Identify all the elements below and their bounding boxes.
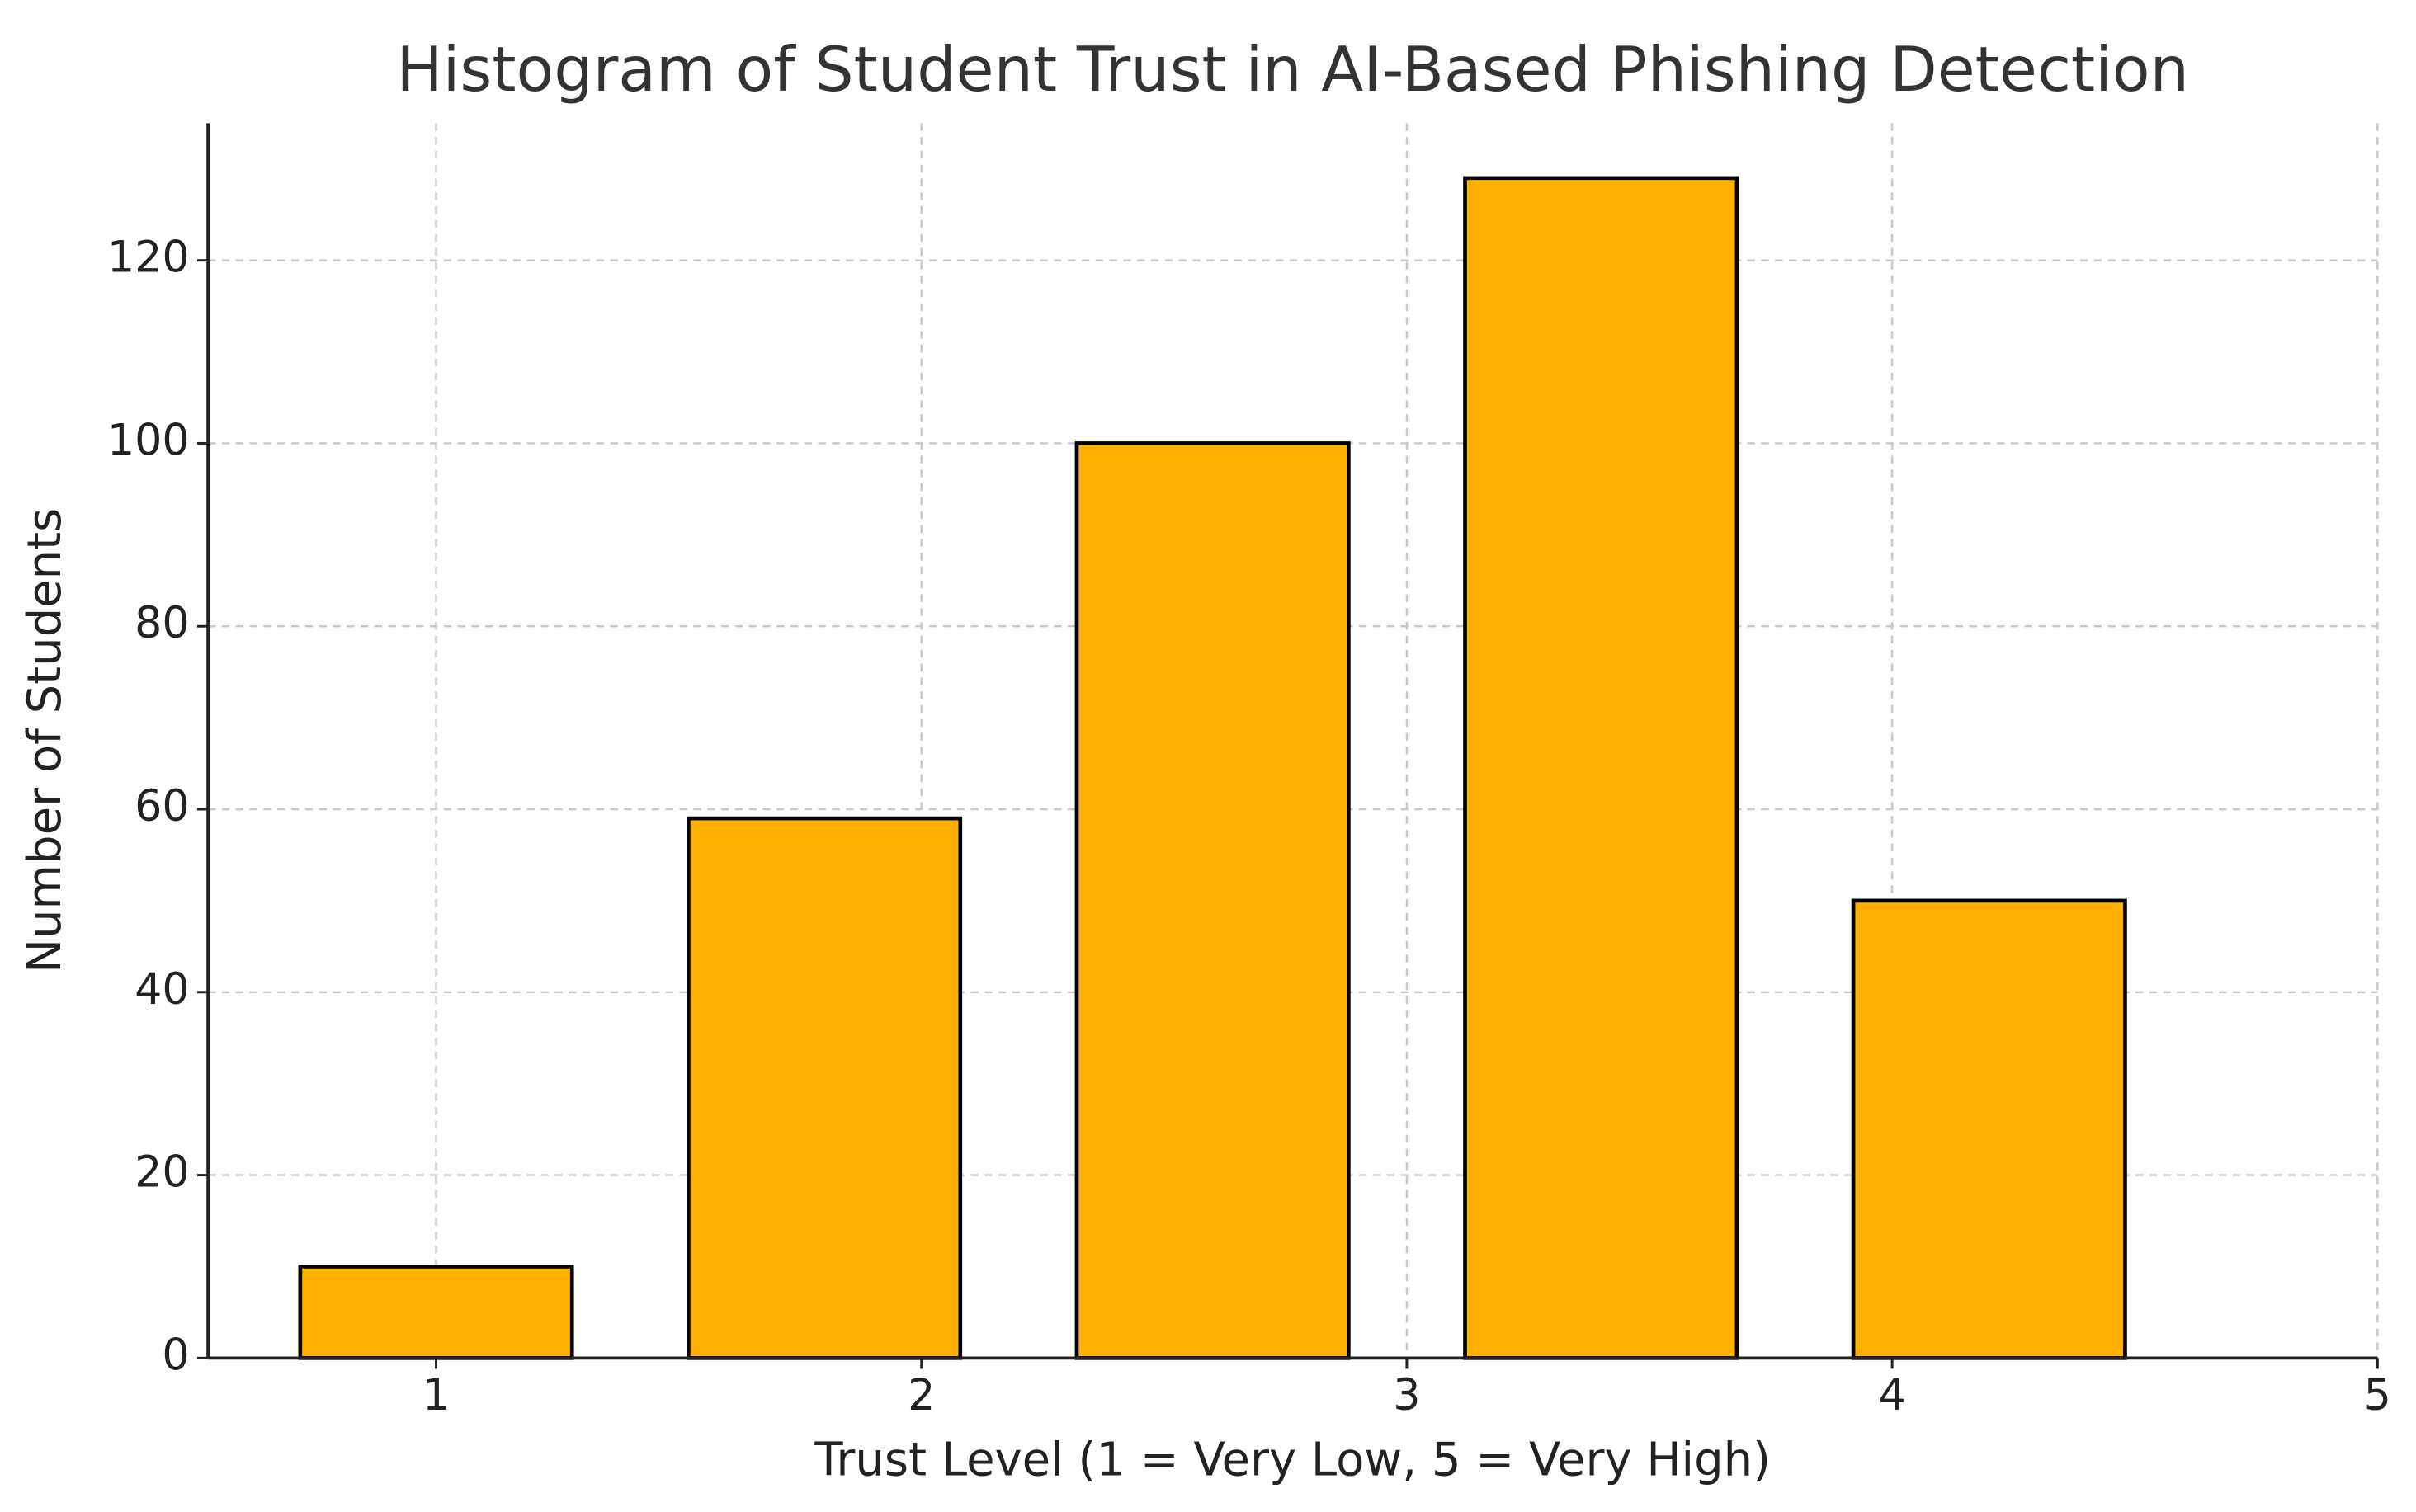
x-tick-label: 4 <box>1878 1370 1905 1420</box>
y-tick-label: 60 <box>134 781 190 831</box>
x-tick-label: 2 <box>908 1370 935 1420</box>
x-axis-label: Trust Level (1 = Very Low, 5 = Very High… <box>814 1433 1771 1486</box>
y-tick-label: 0 <box>162 1330 189 1380</box>
y-tick-label: 80 <box>134 598 190 648</box>
bar <box>687 816 963 1360</box>
x-tick-label: 1 <box>422 1370 450 1420</box>
y-tick-label: 40 <box>134 964 190 1015</box>
x-tick-label: 3 <box>1393 1370 1420 1420</box>
y-tick-label: 120 <box>107 233 190 283</box>
bar <box>298 1265 574 1360</box>
y-axis-label: Number of Students <box>18 508 72 973</box>
y-tick-label: 20 <box>134 1147 190 1198</box>
bar <box>1074 441 1351 1360</box>
bar <box>1851 898 2127 1360</box>
chart-title: Histogram of Student Trust in AI-Based P… <box>396 34 2189 106</box>
x-tick-label: 5 <box>2364 1370 2391 1420</box>
bar <box>1463 176 1739 1360</box>
y-tick-label: 100 <box>107 415 190 465</box>
